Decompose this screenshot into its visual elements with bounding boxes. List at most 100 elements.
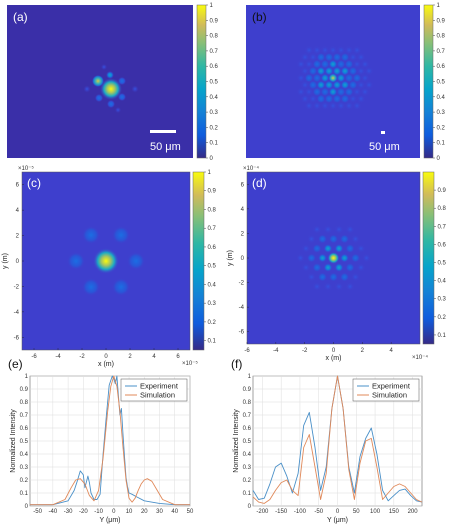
colorbar-tick-label: 0.3 — [437, 110, 446, 116]
intensity-spot — [106, 71, 114, 79]
intensity-spot — [312, 224, 322, 234]
panel-label: (c) — [27, 176, 41, 190]
y-tick-label: 6 — [16, 183, 20, 189]
intensity-spot — [323, 282, 333, 292]
series-line-simulation — [30, 375, 190, 506]
intensity-spot — [344, 73, 354, 83]
panel-label: (a) — [13, 10, 28, 24]
x-axis-label: x (m) — [98, 361, 114, 368]
intensity-spot — [118, 77, 126, 85]
intensity-spot — [344, 45, 354, 55]
y-tick-label: 0.6 — [20, 426, 29, 432]
y-tick-label: 1 — [248, 374, 252, 380]
y-tick-label: 2 — [16, 234, 20, 240]
colorbar-tick-label: 0.7 — [210, 49, 219, 55]
panel-label: (f) — [231, 357, 242, 371]
intensity-spot — [296, 253, 305, 263]
intensity-spot — [332, 52, 342, 62]
x-tick-label: 0 — [336, 509, 340, 515]
y-tick-label: 0.2 — [243, 478, 252, 484]
intensity-spot — [356, 66, 366, 76]
x-tick-label: 10 — [126, 509, 133, 515]
intensity-spot — [336, 45, 346, 55]
intensity-spot — [318, 272, 327, 282]
y-tick-label: 0.1 — [20, 491, 29, 497]
intensity-spot — [318, 253, 327, 263]
intensity-spot — [364, 66, 374, 76]
intensity-spot — [296, 87, 306, 97]
intensity-spot — [320, 101, 330, 111]
colorbar-tick-label: 0.4 — [210, 95, 219, 101]
colorbar-tick-label: 0.2 — [437, 125, 446, 131]
y-tick-label: -2 — [14, 284, 20, 290]
intensity-spot — [340, 52, 350, 62]
colorbar-tick-label: 0.2 — [210, 125, 219, 131]
colorbar-tick-label: 0.5 — [438, 261, 447, 267]
intensity-spot — [345, 243, 355, 253]
intensity-spot — [92, 75, 104, 87]
colorbar-tick-label: 0.4 — [437, 95, 446, 101]
panel-label: (d) — [252, 176, 267, 190]
intensity-spot — [351, 234, 360, 244]
panel-f: -200 -150 -100 -50 0 50 100 150 200 0 0.1 0.2 0.3 0.4… — [231, 357, 423, 524]
intensity-spot — [118, 93, 126, 101]
x-tick-label: -30 — [64, 509, 73, 515]
scale-bar — [381, 131, 385, 134]
series-line-experiment — [30, 375, 190, 506]
y-tick-label: -4 — [14, 310, 20, 316]
intensity-spot — [348, 66, 358, 76]
colorbar-tick-label: 0.5 — [208, 264, 217, 270]
y-tick-label: 1 — [25, 374, 29, 380]
intensity-spot — [316, 80, 326, 90]
legend-entry: Simulation — [372, 391, 407, 400]
intensity-spot — [340, 234, 349, 244]
intensity-spot — [316, 52, 326, 62]
x-tick-label: 4 — [152, 354, 156, 360]
intensity-spot — [100, 78, 122, 100]
colorbar: 0 0.1 0.2 0.3 0.4 0.5 0.6 0.7 0.8 0.9 1 — [196, 3, 219, 162]
intensity-spot — [340, 253, 349, 263]
x-tick-label: 0 — [332, 348, 336, 354]
x-tick-label: -200 — [256, 509, 269, 515]
intensity-spot — [352, 87, 362, 97]
intensity-spot — [328, 59, 338, 69]
x-axis-label: Y (μm) — [327, 517, 348, 524]
y-tick-label: 0.6 — [243, 426, 252, 432]
intensity-spot — [320, 45, 330, 55]
y-tick-label: 0.9 — [20, 387, 29, 393]
intensity-spot — [340, 80, 350, 90]
y-tick-label: 0.5 — [243, 439, 252, 445]
y-tick-label: 0 — [16, 259, 20, 265]
colorbar-tick-label: 0.5 — [437, 80, 446, 86]
colorbar-tick-label: 0.8 — [210, 34, 219, 40]
intensity-spot — [300, 66, 310, 76]
legend-entry: Simulation — [140, 391, 175, 400]
panel-b: (b) 50 μm — [246, 5, 420, 158]
x-tick-label: 2 — [128, 354, 132, 360]
y-tick-label: 2 — [241, 231, 245, 237]
intensity-spot — [328, 45, 338, 55]
intensity-spot — [308, 66, 318, 76]
intensity-spot — [316, 94, 326, 104]
intensity-spot — [336, 87, 346, 97]
y-tick-label: 0.7 — [243, 413, 252, 419]
panel-d: -6 -4 -2 0 2 4 6 4 2 0 -2 -4 -6 x (m) y (m) ×10⁻⁴ ×10⁻⁴ (… — [227, 165, 428, 362]
intensity-spot — [304, 59, 314, 69]
intensity-spot — [112, 277, 130, 296]
legend-entry: Experiment — [140, 382, 179, 391]
intensity-spot — [336, 101, 346, 111]
series-line-simulation — [252, 375, 423, 504]
intensity-spot — [301, 263, 311, 273]
intensity-spot — [352, 59, 362, 69]
x-tick-label: 0 — [112, 509, 116, 515]
panel-label: (b) — [252, 10, 267, 24]
intensity-spot — [312, 45, 322, 55]
x-tick-label: -150 — [275, 509, 288, 515]
x-tick-label: 30 — [156, 509, 163, 515]
x-tick-label: 20 — [141, 509, 148, 515]
x-tick-label: 200 — [408, 509, 419, 515]
y-tick-label: 0.8 — [243, 400, 252, 406]
colorbar-tick-label: 0 — [437, 156, 441, 162]
